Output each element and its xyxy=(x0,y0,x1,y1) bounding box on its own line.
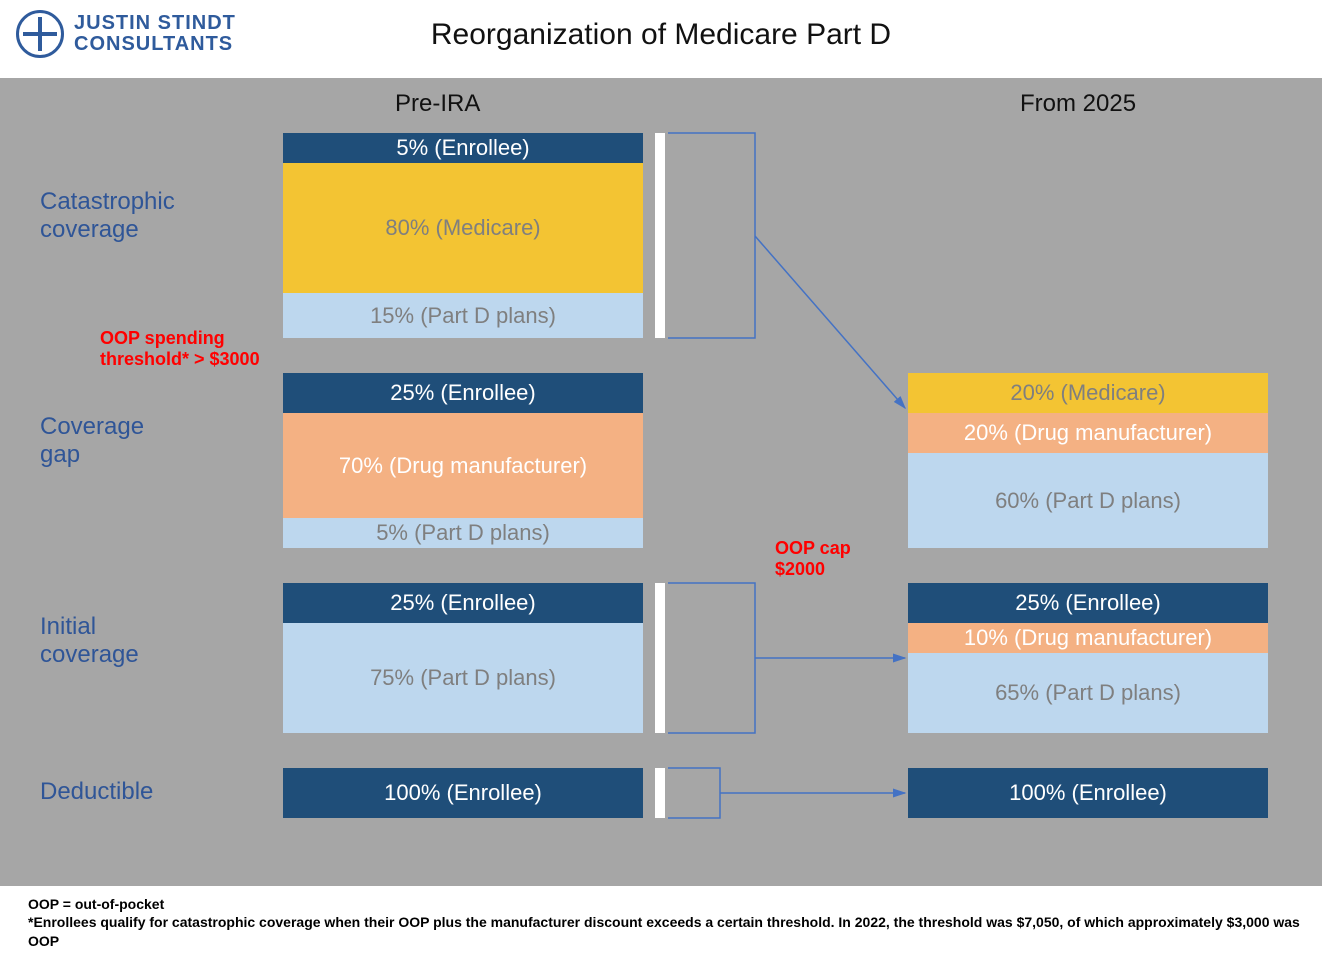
oop-threshold-label: OOP spending threshold* > $3000 xyxy=(100,328,260,369)
page: JUSTIN STINDT CONSULTANTS Reorganization… xyxy=(0,0,1322,954)
segment-enrollee: 25% (Enrollee) xyxy=(283,583,643,623)
segment-enrollee: 100% (Enrollee) xyxy=(908,768,1268,818)
segment-manufacturer: 10% (Drug manufacturer) xyxy=(908,623,1268,653)
footnote-2: *Enrollees qualify for catastrophic cove… xyxy=(28,913,1302,951)
segment-enrollee: 25% (Enrollee) xyxy=(908,583,1268,623)
segment-medicare: 80% (Medicare) xyxy=(283,163,643,293)
stack-preira-gap: 25% (Enrollee)70% (Drug manufacturer)5% … xyxy=(283,373,643,548)
col-header-left: Pre-IRA xyxy=(395,90,480,118)
segment-medicare: 20% (Medicare) xyxy=(908,373,1268,413)
row-label-gap: Coverage gap xyxy=(40,413,144,468)
segment-partd: 75% (Part D plans) xyxy=(283,623,643,733)
col-header-right: From 2025 xyxy=(1020,90,1136,118)
segment-partd: 65% (Part D plans) xyxy=(908,653,1268,733)
page-title: Reorganization of Medicare Part D xyxy=(0,18,1322,52)
segment-manufacturer: 20% (Drug manufacturer) xyxy=(908,413,1268,453)
segment-enrollee: 100% (Enrollee) xyxy=(283,768,643,818)
row-label-catastrophic: Catastrophic coverage xyxy=(40,188,175,243)
stack-preira-catastrophic: 5% (Enrollee)80% (Medicare)15% (Part D p… xyxy=(283,133,643,338)
footnote-1: OOP = out-of-pocket xyxy=(28,895,164,914)
stack-preira-initial: 25% (Enrollee)75% (Part D plans) xyxy=(283,583,643,733)
row-label-initial: Initial coverage xyxy=(40,613,139,668)
oop-cap-label: OOP cap $2000 xyxy=(775,538,851,579)
chart-area: Pre-IRA From 2025 Catastrophic coverage … xyxy=(0,78,1322,886)
segment-partd: 5% (Part D plans) xyxy=(283,518,643,548)
stack-2025-initial: 25% (Enrollee)10% (Drug manufacturer)65%… xyxy=(908,583,1268,733)
row-label-deductible: Deductible xyxy=(40,778,153,806)
segment-partd: 60% (Part D plans) xyxy=(908,453,1268,548)
segment-manufacturer: 70% (Drug manufacturer) xyxy=(283,413,643,518)
segment-partd: 15% (Part D plans) xyxy=(283,293,643,338)
stack-2025-catastrophic: 20% (Medicare)20% (Drug manufacturer)60%… xyxy=(908,373,1268,548)
stack-preira-deductible: 100% (Enrollee) xyxy=(283,768,643,818)
segment-enrollee: 25% (Enrollee) xyxy=(283,373,643,413)
segment-enrollee: 5% (Enrollee) xyxy=(283,133,643,163)
stack-2025-deductible: 100% (Enrollee) xyxy=(908,768,1268,818)
